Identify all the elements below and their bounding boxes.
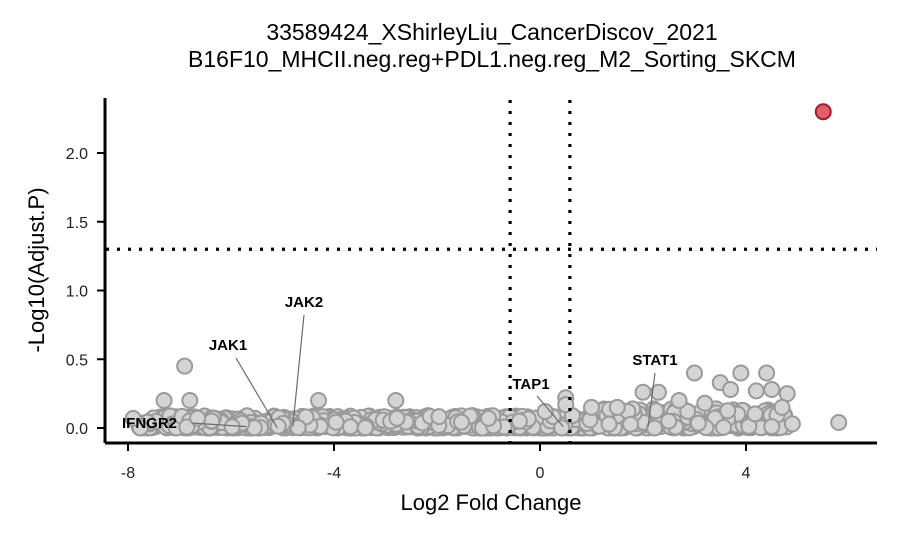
annotation-leader-line: [235, 357, 278, 429]
gene-point: [763, 418, 781, 436]
chart-subtitle: B16F10_MHCII.neg.reg+PDL1.neg.reg_M2_Sor…: [188, 46, 796, 72]
axis-ticks: -8 -4 0 4 0.0 0.5 1.0 1.5 2.0: [66, 146, 751, 482]
x-tick-label: -8: [121, 465, 135, 482]
gene-point: [773, 398, 791, 416]
gene-point: [830, 414, 848, 431]
x-axis-title: Log2 Fold Change: [400, 490, 581, 515]
gene-point: [310, 392, 328, 409]
gene-point: [732, 364, 750, 382]
gene-point: [189, 409, 207, 427]
gene-point: [124, 409, 142, 427]
gene-label: IFNGR2: [122, 415, 177, 432]
gene-point: [600, 415, 618, 433]
gene-label: STAT1: [632, 352, 677, 369]
gene-point: [289, 419, 307, 437]
gene-point: [783, 415, 801, 433]
gene-point: [430, 408, 448, 426]
gene-point: [746, 405, 764, 423]
gene-point: [686, 364, 703, 382]
annotation-leader-line: [191, 422, 247, 428]
gene-point: [649, 383, 667, 401]
y-tick-label: 1.0: [66, 284, 88, 301]
gene-point: [722, 381, 740, 398]
gene-point: [763, 381, 781, 398]
gene-point: [715, 418, 733, 436]
x-tick-label: 4: [742, 465, 751, 482]
y-tick-label: 0.5: [66, 352, 88, 369]
gene-point: [356, 419, 374, 437]
gene-point: [536, 403, 554, 420]
gene-point: [622, 415, 640, 433]
gene-point: [646, 419, 664, 437]
gene-point: [452, 413, 470, 431]
gene-point: [608, 398, 626, 416]
y-tick-label: 1.5: [66, 215, 88, 232]
x-tick-label: -4: [327, 465, 341, 482]
gene-label: JAK1: [209, 337, 247, 354]
gene-point: [696, 394, 714, 412]
gene-point: [583, 398, 600, 416]
gene-point: [660, 412, 678, 430]
significant-gene-point: [814, 103, 832, 121]
threshold-lines: [106, 100, 877, 442]
gene-point: [327, 413, 345, 431]
gene-point: [670, 392, 688, 409]
gene-point: [387, 392, 405, 409]
annotation-leader-line: [292, 314, 305, 427]
gene-point: [634, 383, 652, 401]
gene-point: [679, 402, 697, 420]
y-tick-label: 2.0: [66, 146, 88, 163]
gene-point: [203, 412, 221, 430]
data-points: [124, 103, 848, 437]
gene-point: [719, 402, 737, 420]
gene-label: TAP1: [512, 376, 549, 393]
gene-point: [758, 364, 776, 382]
gene-point: [176, 357, 194, 375]
y-axis-title: -Log10(Adjust.P): [24, 187, 49, 352]
x-tick-label: 0: [536, 465, 545, 482]
annotation-leader-line: [647, 372, 656, 427]
chart-title: 33589424_XShirleyLiu_CancerDiscov_2021: [266, 19, 717, 45]
gene-point: [553, 419, 571, 437]
gene-point: [689, 414, 707, 432]
gene-point: [223, 418, 241, 436]
gene-point: [647, 402, 665, 420]
gene-label: JAK2: [285, 294, 323, 311]
gene-point: [747, 382, 765, 400]
gene-point: [778, 385, 796, 403]
gene-point: [155, 392, 173, 409]
gene-annotations: IFNGR2 JAK1 JAK2 TAP1 STAT1: [122, 294, 678, 432]
gene-point: [480, 409, 497, 427]
annotation-leader-line: [536, 395, 564, 428]
gene-point: [388, 409, 406, 427]
gene-point: [178, 418, 196, 436]
y-tick-label: 0.0: [66, 421, 88, 438]
gene-point: [510, 412, 528, 430]
gene-point: [341, 418, 359, 436]
gene-point: [181, 392, 199, 409]
